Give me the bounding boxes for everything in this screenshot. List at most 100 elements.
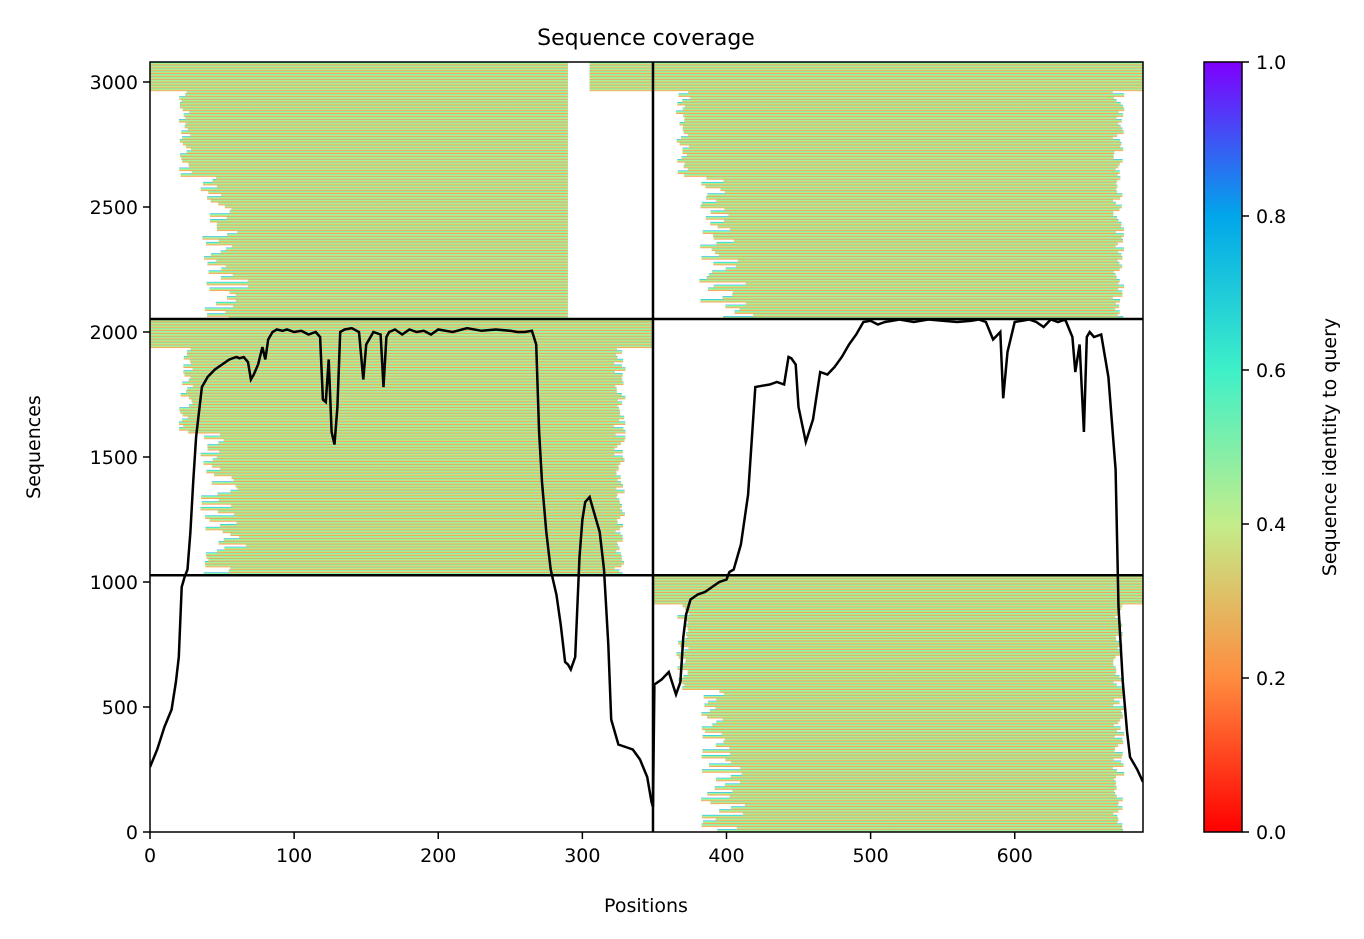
coverage-row — [188, 378, 623, 383]
coverage-row — [688, 629, 1119, 633]
coverage-row — [722, 717, 1121, 722]
coverage-row — [715, 743, 1119, 748]
coverage-row — [202, 181, 571, 186]
coverage-row — [247, 284, 572, 289]
colorbar-ticks: 0.0 0.2 0.4 0.6 0.8 1.0 — [1242, 52, 1286, 844]
coverage-row — [652, 87, 1143, 92]
coverage-row — [686, 153, 1114, 157]
coverage-row — [720, 187, 1117, 192]
coverage-row — [192, 401, 623, 406]
coverage-row — [180, 153, 583, 157]
coverage-row — [729, 794, 1117, 799]
coverage-row — [704, 729, 1118, 733]
coverage-row — [684, 161, 1120, 166]
coverage-row — [682, 147, 1124, 152]
coverage-row — [190, 133, 581, 137]
coverage-row — [203, 461, 621, 465]
coverage-row — [178, 119, 574, 123]
coverage-row — [192, 367, 626, 371]
coverage-row — [188, 161, 573, 166]
coverage-row — [716, 241, 1118, 246]
coverage-row — [207, 196, 578, 200]
coverage-row — [200, 452, 615, 457]
coverage-row — [179, 421, 626, 425]
coverage-row — [701, 712, 1123, 716]
coverage-row — [246, 543, 618, 548]
coverage-row — [204, 435, 626, 440]
coverage-row — [706, 276, 1117, 280]
coverage-row — [235, 299, 582, 303]
colorbar-tick-label: 0.0 — [1256, 822, 1286, 844]
coverage-row — [182, 412, 621, 417]
coverage-row — [715, 817, 1119, 822]
coverage-row — [150, 338, 653, 343]
coverage-row — [652, 583, 1143, 588]
coverage-row — [206, 241, 580, 246]
coverage-row — [231, 504, 622, 508]
coverage-row — [216, 549, 617, 554]
coverage-row — [233, 478, 618, 482]
coverage-row — [206, 555, 622, 559]
coverage-row — [732, 290, 1123, 294]
coverage-row — [218, 239, 582, 243]
coverage-row — [709, 763, 1124, 767]
coverage-row — [207, 313, 580, 317]
plot-frame — [149, 61, 1144, 833]
coverage-row — [218, 201, 583, 206]
coverage-row — [652, 595, 1143, 599]
coverage-row — [226, 216, 581, 220]
coverage-row — [682, 686, 1123, 690]
coverage-row — [681, 136, 1113, 140]
coverage-row — [179, 104, 573, 109]
coverage-row — [709, 709, 1122, 713]
coverage-row — [652, 586, 1143, 591]
coverage-row — [216, 259, 579, 263]
coverage-row — [700, 244, 1116, 249]
coverage-row — [724, 783, 1116, 787]
coverage-row — [681, 156, 1114, 160]
colorbar-label: Sequence identity to query — [1319, 318, 1341, 576]
coverage-row — [230, 532, 621, 536]
coverage-row — [704, 703, 1114, 708]
coverage-block-4 — [652, 575, 1143, 832]
coverage-row — [683, 675, 1120, 679]
coverage-row — [684, 649, 1121, 653]
coverage-row — [725, 304, 1120, 309]
coverage-row — [150, 62, 653, 66]
coverage-row — [683, 130, 1124, 134]
coverage-row — [189, 110, 575, 114]
coverage-row — [217, 509, 623, 514]
coverage-row — [182, 159, 573, 163]
coverage-row — [205, 526, 620, 531]
coverage-row — [188, 395, 626, 400]
y-tick-label: 3000 — [90, 72, 138, 94]
coverage-row — [228, 569, 620, 574]
coverage-row — [200, 187, 579, 192]
coverage-row — [247, 279, 581, 283]
coverage-row — [722, 296, 1113, 300]
coverage-row — [717, 829, 1124, 832]
coverage-row — [689, 612, 1120, 616]
coverage-row — [682, 603, 1123, 608]
coverage-row — [206, 469, 617, 474]
coverage-row — [712, 233, 1124, 237]
coverage-row — [679, 141, 1122, 146]
coverage-row — [700, 299, 1121, 303]
coverage-row — [676, 110, 1119, 114]
coverage-row — [687, 167, 1116, 172]
coverage-row — [753, 313, 1118, 317]
coverage-row — [652, 73, 1143, 77]
coverage-row — [183, 113, 572, 117]
coverage-row — [150, 344, 653, 349]
coverage-block-1 — [150, 62, 653, 320]
coverage-row — [220, 250, 580, 254]
coverage-row — [232, 273, 580, 277]
coverage-row — [208, 190, 572, 194]
coverage-row — [223, 438, 625, 443]
coverage-row — [182, 107, 579, 112]
coverage-row — [188, 404, 618, 408]
coverage-row — [701, 797, 1123, 802]
coverage-row — [733, 239, 1124, 243]
y-tick-label: 2500 — [90, 197, 138, 219]
x-tick-label: 600 — [997, 845, 1033, 867]
